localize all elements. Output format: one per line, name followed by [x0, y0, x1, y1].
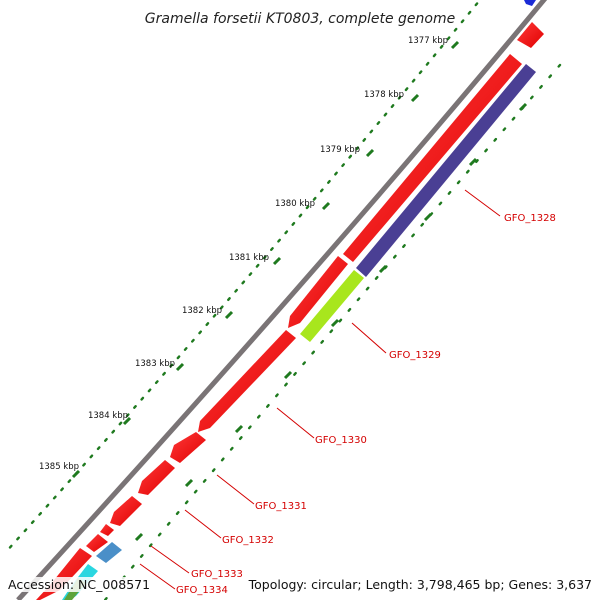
cds-arrow	[138, 460, 175, 495]
cds-arrow	[343, 54, 522, 262]
gene-label-gfo-1331: GFO_1331	[255, 501, 307, 512]
ruler-label-1382: 1382 kbp	[182, 306, 222, 316]
genome-backbone	[16, 0, 548, 600]
gene-label-gfo-1334: GFO_1334	[176, 585, 228, 596]
feature-blue-top	[524, 0, 536, 6]
ruler-label-1384: 1384 kbp	[88, 411, 128, 421]
cds-arrow	[517, 22, 544, 48]
gene-label-gfo-1333: GFO_1333	[191, 569, 243, 580]
cds-arrow	[170, 432, 206, 463]
ruler-label-1383: 1383 kbp	[135, 359, 175, 369]
topology-text: Topology: circular; Length: 3,798,465 bp…	[248, 577, 592, 592]
ruler-label-1378: 1378 kbp	[364, 90, 404, 100]
accession-text: Accession: NC_008571	[8, 577, 151, 592]
ruler-ticks	[71, 40, 528, 542]
cds-arrow	[100, 524, 114, 536]
ruler-dots-inner	[103, 63, 562, 600]
gene-label-gfo-1332: GFO_1332	[222, 535, 274, 546]
ruler-label-1380: 1380 kbp	[275, 199, 315, 209]
cds-arrow	[288, 256, 348, 328]
gene-label-gfo-1330: GFO_1330	[315, 435, 367, 446]
inner-feature-track	[62, 64, 536, 600]
feature-gfo-1329	[300, 270, 364, 342]
feature-gfo-1328	[356, 64, 536, 277]
ruler-label-1385: 1385 kbp	[39, 462, 79, 472]
gene-label-gfo-1329: GFO_1329	[389, 350, 441, 361]
cds-arrow	[86, 534, 108, 552]
cds-arrow	[198, 330, 296, 432]
ruler-label-1377: 1377 kbp	[408, 36, 448, 46]
gene-label-gfo-1328: GFO_1328	[504, 213, 556, 224]
cds-arrow	[110, 496, 142, 526]
forward-cds-track	[36, 22, 544, 600]
feature-gfo-1334	[96, 542, 122, 563]
genome-title: Gramella forsetii KT0803, complete genom…	[145, 11, 455, 27]
label-leaders	[139, 189, 501, 590]
ruler-label-1379: 1379 kbp	[320, 145, 360, 155]
ruler-label-1381: 1381 kbp	[229, 253, 269, 263]
